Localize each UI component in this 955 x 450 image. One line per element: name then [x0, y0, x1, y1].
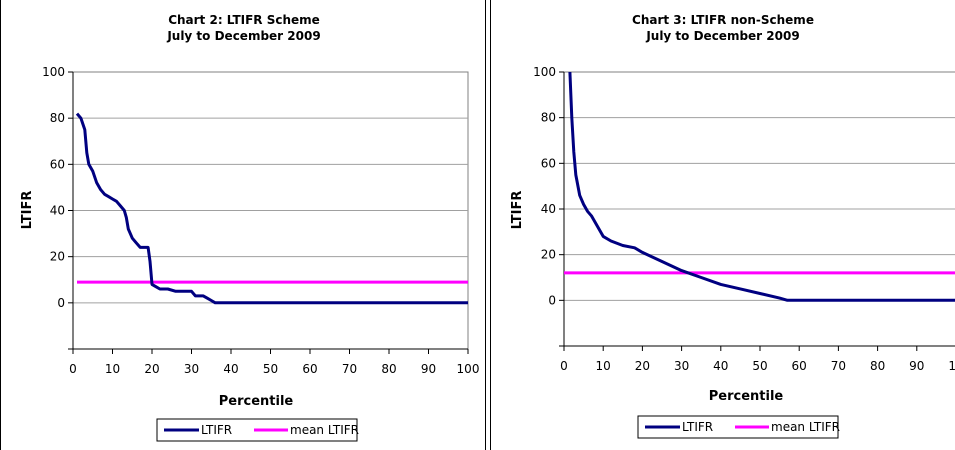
x-tick-label: 20 [144, 362, 159, 376]
y-axis-title: LTIFR [510, 191, 525, 230]
y-tick-label: 60 [541, 156, 556, 170]
x-tick-label: 0 [560, 359, 568, 373]
chart-panel-non-scheme: Chart 3: LTIFR non-Scheme July to Decemb… [490, 0, 955, 450]
x-tick-label: 30 [674, 359, 689, 373]
y-tick-label: 20 [50, 250, 65, 264]
x-axis-title: Percentile [219, 394, 294, 409]
x-tick-label: 40 [713, 359, 728, 373]
y-tick-label: 0 [548, 293, 556, 307]
y-tick-label: 80 [541, 111, 556, 125]
series-line-ltifr [568, 71, 955, 302]
x-tick-label: 90 [909, 359, 924, 373]
legend-label-ltifr: LTIFR [201, 423, 232, 437]
x-tick-label: 10 [596, 359, 611, 373]
y-axis-title: LTIFR [20, 191, 35, 230]
x-tick-label: 0 [69, 362, 77, 376]
y-tick-label: 80 [50, 111, 65, 125]
x-tick-label: 60 [792, 359, 807, 373]
y-tick-label: 20 [541, 248, 556, 262]
x-tick-label: 70 [831, 359, 846, 373]
chart-svg-scheme: Chart 2: LTIFR Scheme July to December 2… [20, 13, 480, 442]
x-tick-label: 70 [342, 362, 357, 376]
chart-title: Chart 3: LTIFR non-Scheme [632, 13, 814, 27]
legend-label-ltifr: LTIFR [682, 420, 713, 434]
x-tick-label: 10 [105, 362, 120, 376]
y-tick-label: 100 [42, 65, 65, 79]
legend-label-mean: mean LTIFR [771, 420, 840, 434]
x-tick-label: 90 [421, 362, 436, 376]
x-tick-label: 60 [302, 362, 317, 376]
chart-title: Chart 2: LTIFR Scheme [168, 13, 320, 27]
y-tick-label: 40 [50, 204, 65, 218]
legend-label-mean: mean LTIFR [290, 423, 359, 437]
chart-subtitle: July to December 2009 [645, 29, 799, 43]
chart-svg-non-scheme: Chart 3: LTIFR non-Scheme July to Decemb… [510, 13, 955, 439]
x-tick-label: 50 [263, 362, 278, 376]
series-line-ltifr [75, 112, 468, 305]
x-tick-label: 40 [223, 362, 238, 376]
x-tick-label: 80 [381, 362, 396, 376]
y-tick-label: 0 [57, 296, 65, 310]
x-tick-label: 10 [948, 359, 955, 373]
x-tick-label: 30 [184, 362, 199, 376]
x-tick-label: 50 [752, 359, 767, 373]
y-tick-label: 40 [541, 202, 556, 216]
y-tick-label: 100 [533, 65, 556, 79]
chart-panel-scheme: Chart 2: LTIFR Scheme July to December 2… [0, 0, 486, 450]
x-tick-label: 20 [635, 359, 650, 373]
x-tick-label: 80 [870, 359, 885, 373]
x-tick-label: 100 [457, 362, 480, 376]
x-axis-title: Percentile [709, 389, 784, 404]
y-tick-label: 60 [50, 157, 65, 171]
chart-subtitle: July to December 2009 [166, 29, 320, 43]
